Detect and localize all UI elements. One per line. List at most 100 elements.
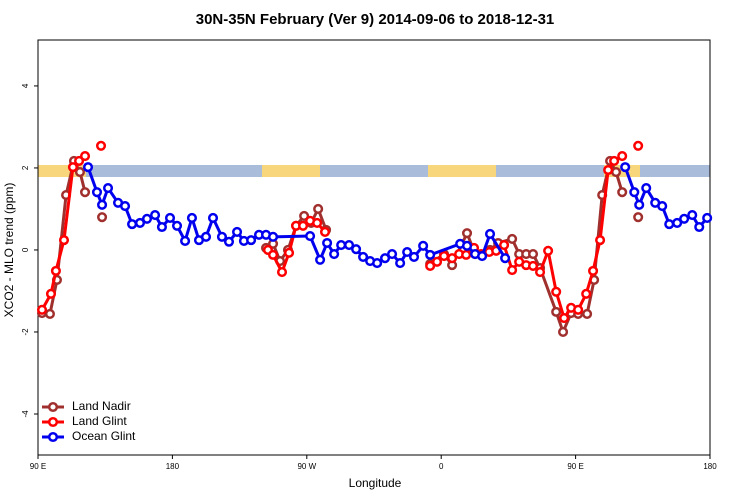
y-tick-label: -4 [21,410,30,418]
data-point [134,217,146,228]
data-point [298,220,309,231]
data-point [36,304,48,315]
data-point [102,182,114,194]
data-point [559,312,570,324]
x-axis-label: Longitude [349,476,402,490]
data-point [322,237,333,249]
land-band [428,165,496,177]
legend-label: Land Nadir [72,399,131,413]
x-tick-label: 90 E [30,462,46,471]
series [82,162,713,269]
data-point [664,219,675,230]
data-point [141,213,153,224]
y-axis-label: XCO2 - MLO trend (ppm) [2,183,16,318]
data-point [500,253,511,264]
data-point [588,265,599,276]
data-point [283,247,295,258]
data-point [276,267,288,278]
data-point [380,253,391,264]
data-point [171,220,183,231]
data-point [425,260,436,272]
data-point [551,286,562,297]
ocean-band [38,165,710,177]
series-line [429,154,623,322]
data-point [461,240,473,251]
series-line [40,154,86,311]
data-point [611,166,622,178]
data-point [507,265,518,276]
data-point [319,226,331,237]
data-point [45,288,57,299]
data-point [484,228,496,240]
legend-marker [47,416,59,428]
data-point [641,182,652,194]
data-point [551,306,562,317]
x-tick-label: 180 [703,462,717,471]
data-point [95,140,107,151]
data-point [268,231,279,242]
data-point [694,221,705,233]
x-tick-label: 0 [439,462,444,471]
y-tick-label: 0 [21,247,30,252]
data-point [633,140,644,151]
data-point [499,239,510,251]
data-point [438,251,450,262]
data-point [150,210,161,221]
legend-label: Land Glint [72,414,127,428]
data-point [634,199,645,210]
data-point [431,256,443,267]
data-point [672,217,683,228]
x-tick-label: 90 W [297,462,316,471]
data-point [461,249,472,260]
data-point [558,326,569,338]
data-point [418,240,429,251]
legend-label: Ocean Glint [72,429,136,443]
data-point [305,230,316,242]
land-band [262,165,320,177]
data-point [97,199,108,210]
data-point [507,233,518,244]
data-point [657,201,668,212]
y-tick-label: 2 [21,165,30,170]
data-point [74,155,85,167]
data-point [180,235,191,246]
legend-marker [47,431,59,443]
data-point [425,249,436,260]
data-point [50,265,61,276]
data-point [97,212,108,223]
data-point [200,231,212,242]
data-point [573,304,584,315]
data-point [603,164,614,176]
data-point [617,151,628,162]
chart-title: 30N-35N February (Ver 9) 2014-09-06 to 2… [196,11,555,28]
data-point [164,212,176,224]
data-point [447,253,458,264]
data-point [156,221,167,233]
data-point [79,151,91,162]
data-point [313,203,324,215]
x-tick-label: 180 [166,462,180,471]
data-point [232,226,243,237]
data-point [358,251,369,262]
data-point [74,166,86,178]
data-point [315,254,326,265]
x-tick-label: 90 E [567,462,583,471]
data-point [595,235,606,246]
legend-marker [47,401,59,413]
data-point [344,239,355,251]
data-point [223,236,235,247]
data-point [207,212,219,224]
data-point [268,249,279,260]
y-tick-label: -2 [21,328,30,336]
data-point [702,212,713,224]
data-point [395,258,406,269]
data-point [351,244,362,255]
data-point [679,213,690,224]
data-point [527,249,539,260]
data-point [79,187,91,198]
data-point [543,245,554,256]
data-point [329,249,340,260]
data-point [82,162,94,173]
